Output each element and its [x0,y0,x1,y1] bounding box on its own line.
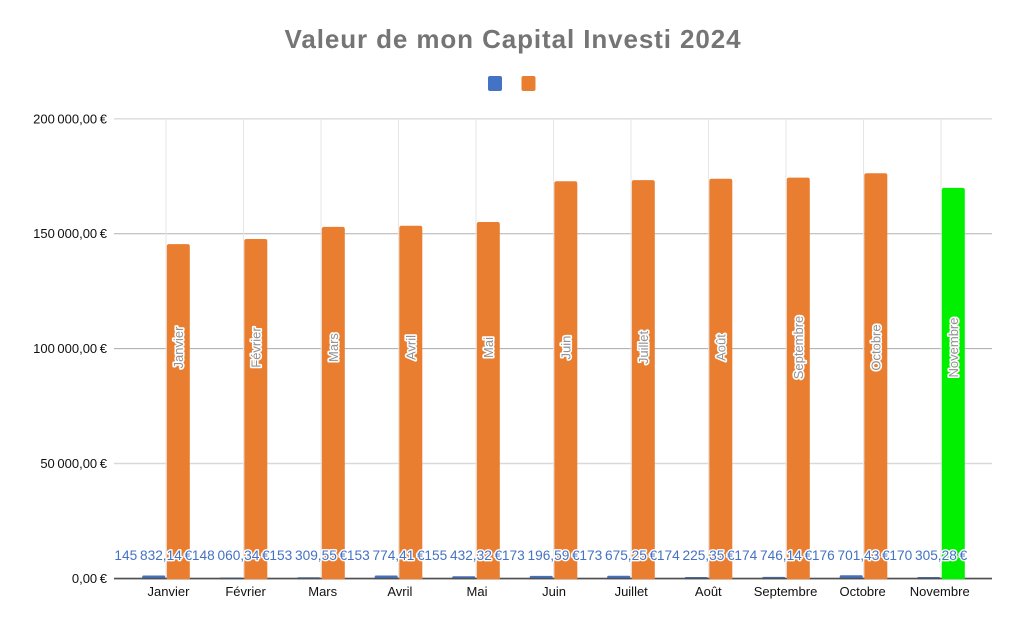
svg-text:173 196,59 €: 173 196,59 € [502,548,580,563]
svg-text:Septembre: Septembre [791,316,806,380]
svg-text:0,00 €: 0,00 € [72,571,108,586]
svg-text:Juin: Juin [558,336,573,360]
svg-text:100 000,00 €: 100 000,00 € [33,341,108,356]
svg-text:153 309,55 €: 153 309,55 € [269,548,347,563]
svg-text:Juin: Juin [542,584,566,599]
svg-text:Octobre: Octobre [839,584,885,599]
svg-text:Mars: Mars [308,584,337,599]
svg-text:Août: Août [713,334,728,361]
svg-text:Juillet: Juillet [615,584,649,599]
svg-text:Août: Août [695,584,722,599]
svg-text:174 225,35 €: 174 225,35 € [657,548,735,563]
svg-text:145 832,14 €: 145 832,14 € [114,548,192,563]
svg-text:Janvier: Janvier [171,326,186,369]
svg-text:Novembre: Novembre [910,584,970,599]
svg-text:Novembre: Novembre [946,318,961,378]
svg-text:173 675,25 €: 173 675,25 € [579,548,657,563]
svg-text:Janvier: Janvier [148,584,191,599]
svg-text:155 432,32 €: 155 432,32 € [424,548,502,563]
svg-text:170 305,28 €: 170 305,28 € [889,548,967,563]
svg-text:200 000,00 €: 200 000,00 € [33,111,108,126]
svg-text:153 774,41 €: 153 774,41 € [347,548,425,563]
svg-text:174 746,14 €: 174 746,14 € [734,548,812,563]
svg-text:Mars: Mars [326,333,341,362]
svg-text:Mai: Mai [467,584,488,599]
svg-text:Valeur de mon Capital Investi: Valeur de mon Capital Investi 2024 [285,24,742,54]
svg-text:Juillet: Juillet [636,331,651,365]
svg-text:Avril: Avril [403,335,418,360]
svg-text:Février: Février [225,584,266,599]
svg-text:Octobre: Octobre [868,324,883,370]
svg-text:50 000,00 €: 50 000,00 € [40,456,107,471]
svg-text:176 701,43 €: 176 701,43 € [812,548,890,563]
svg-text:150 000,00 €: 150 000,00 € [33,226,108,241]
svg-text:148 060,34 €: 148 060,34 € [192,548,270,563]
svg-text:Septembre: Septembre [754,584,818,599]
svg-text:Février: Février [248,327,263,368]
svg-text:Avril: Avril [387,584,412,599]
svg-text:Mai: Mai [481,337,496,358]
